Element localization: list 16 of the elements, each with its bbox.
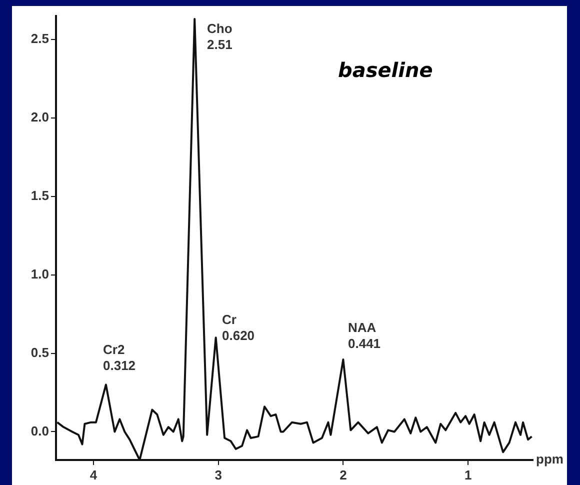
y-tick-label: 2.0: [30, 109, 49, 124]
x-tick-label: 1: [464, 467, 472, 482]
annotation: Cr 0.620: [222, 312, 255, 344]
x-tick-label: 4: [90, 467, 98, 482]
y-tick-label: 1.0: [30, 266, 49, 282]
x-tick-label: 2: [340, 467, 347, 482]
y-tick-label: 2.5: [30, 30, 49, 46]
x-axis-title: ppm: [536, 452, 564, 467]
annotation: Cr2 0.312: [103, 342, 136, 374]
annotation: Cho 2.51: [207, 21, 232, 52]
annotation: NAA 0.441: [348, 320, 381, 352]
text: baseline: [338, 58, 433, 82]
y-tick-label: 1.5: [30, 188, 49, 203]
y-tick-label: 0.5: [30, 344, 49, 360]
y-tick-label: 0.0: [30, 423, 49, 438]
x-tick-label: 3: [214, 467, 222, 482]
